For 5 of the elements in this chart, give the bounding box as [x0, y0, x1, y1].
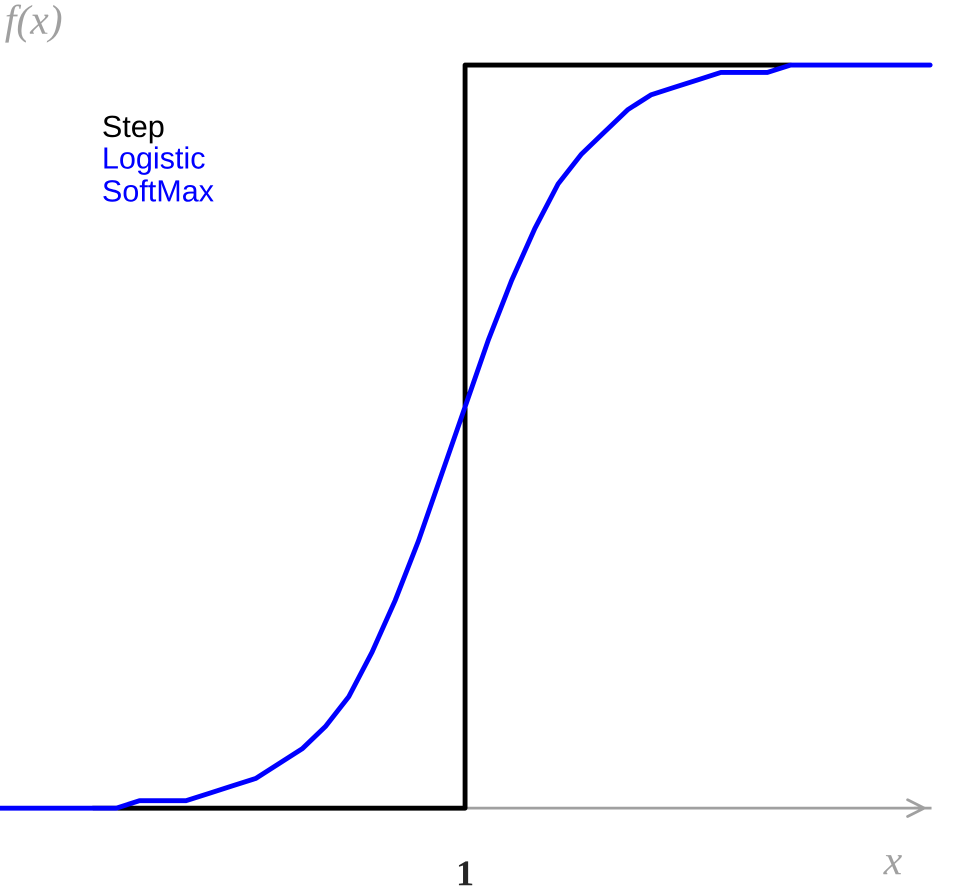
- x-axis-title: x: [883, 855, 902, 874]
- text: 1: [458, 861, 472, 886]
- text: Logistic SoftMax: [103, 146, 214, 202]
- y-axis-title: f(x): [5, 4, 62, 43]
- text: Step: [103, 116, 164, 144]
